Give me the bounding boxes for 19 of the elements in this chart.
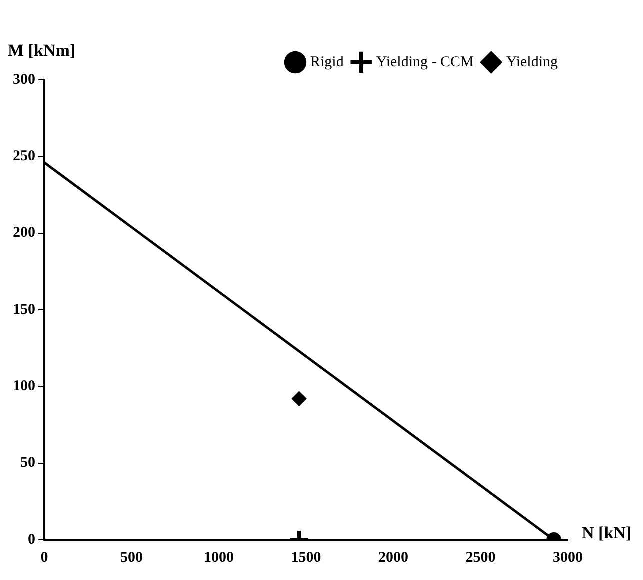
y-tick-label: 200: [13, 225, 36, 242]
y-tick-label: 300: [13, 72, 36, 88]
y-tick-label: 50: [20, 455, 36, 472]
x-tick-label: 2500: [466, 550, 496, 566]
x-tick-label: 2000: [378, 550, 408, 566]
y-tick-label: 250: [13, 148, 36, 165]
x-tick-label: 3000: [553, 550, 583, 566]
x-tick-label: 0: [40, 550, 48, 566]
x-tick-label: 1000: [204, 550, 234, 566]
legend-label: Yielding - CCM: [376, 54, 474, 70]
legend-label: Rigid: [310, 54, 344, 70]
y-tick-label: 100: [13, 378, 36, 395]
y-tick-label: 150: [13, 302, 36, 318]
x-tick-label: 500: [120, 550, 143, 566]
y-tick-label: 0: [28, 532, 36, 548]
x-axis-title: N [kN]: [582, 523, 632, 542]
x-tick-label: 1500: [291, 550, 322, 566]
legend-label: Yielding: [506, 54, 558, 70]
y-axis-title: M [kNm]: [8, 40, 76, 60]
